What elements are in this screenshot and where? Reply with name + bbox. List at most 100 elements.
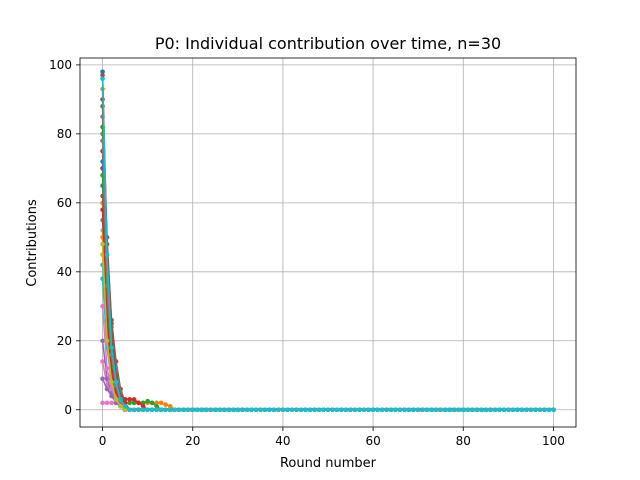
data-point [316, 407, 322, 413]
data-point [163, 407, 168, 413]
data-point [100, 376, 105, 382]
data-point [465, 407, 471, 413]
series-29 [100, 241, 556, 413]
data-point [433, 407, 439, 413]
series-1 [100, 69, 556, 413]
data-point [104, 252, 110, 257]
data-point [140, 404, 146, 409]
series-8 [100, 114, 556, 413]
series-9 [100, 228, 556, 413]
data-point [438, 407, 444, 413]
data-point [158, 400, 164, 406]
data-point [298, 407, 304, 413]
data-point [113, 379, 119, 385]
series-line [101, 106, 554, 411]
data-point [217, 407, 223, 413]
data-point [167, 404, 173, 409]
series-19 [100, 252, 556, 413]
data-point [100, 400, 105, 406]
data-point [140, 400, 146, 406]
data-point [528, 407, 534, 413]
data-point [334, 407, 340, 413]
data-point [109, 379, 114, 385]
data-point [194, 407, 200, 413]
series-26 [100, 193, 556, 413]
series-line [101, 185, 554, 411]
series-23 [100, 172, 556, 413]
series-line [101, 99, 554, 411]
data-point [285, 407, 290, 413]
series-line [101, 195, 554, 411]
data-point [100, 76, 105, 81]
data-point [483, 407, 489, 413]
series-30 [100, 76, 556, 413]
series-line [101, 220, 554, 411]
y-tick-label: 60 [57, 196, 72, 210]
series-22 [100, 235, 556, 413]
data-point [406, 407, 412, 413]
x-axis-label: Round number [280, 456, 377, 471]
data-point [118, 397, 123, 402]
series-6 [100, 72, 556, 413]
data-point [100, 72, 105, 78]
data-point [267, 407, 272, 413]
series-27 [100, 304, 556, 413]
data-point [533, 407, 538, 413]
plot-series [100, 69, 556, 413]
series-line [101, 361, 554, 411]
data-point [240, 407, 245, 413]
series-line [101, 264, 554, 411]
data-point [149, 400, 155, 406]
series-15 [100, 338, 556, 413]
data-point [339, 407, 344, 413]
data-point [226, 407, 232, 413]
series-24 [100, 207, 556, 413]
x-tick-label: 60 [365, 434, 380, 448]
series-line [101, 161, 554, 411]
axis-ticks: 0 20 40 60 80 100 0 20 40 60 80 100 [49, 58, 565, 448]
data-point [154, 407, 159, 413]
data-point [420, 407, 425, 413]
data-point [366, 407, 371, 413]
data-point [312, 407, 317, 413]
data-point [109, 393, 114, 399]
series-line [101, 306, 554, 411]
data-point [447, 407, 453, 413]
y-axis-label: Contributions [25, 199, 40, 287]
data-point [384, 407, 389, 413]
data-point [145, 407, 150, 413]
data-point [208, 407, 214, 413]
data-point [479, 407, 484, 413]
series-10 [100, 262, 556, 413]
data-point [501, 407, 507, 413]
data-point [104, 386, 110, 392]
data-point [375, 407, 380, 413]
series-line [101, 89, 554, 411]
data-point [163, 402, 168, 407]
data-point [492, 407, 498, 413]
data-point [176, 407, 182, 413]
data-point [131, 407, 137, 413]
data-point [370, 407, 376, 413]
data-point [100, 338, 105, 344]
data-point [190, 407, 196, 413]
data-point [325, 407, 331, 413]
data-point [122, 407, 128, 413]
y-tick-label: 20 [57, 334, 72, 348]
data-point [519, 407, 525, 413]
data-point [361, 407, 367, 413]
data-point [497, 407, 502, 413]
data-point [104, 366, 110, 371]
data-point [393, 407, 398, 413]
x-tick-label: 0 [99, 434, 107, 448]
series-line [101, 75, 554, 411]
data-point [100, 304, 105, 309]
data-point [451, 407, 457, 413]
data-point [167, 407, 173, 413]
data-point [100, 359, 105, 364]
y-tick-label: 80 [57, 127, 72, 141]
series-12 [100, 200, 556, 413]
data-point [104, 338, 110, 344]
data-point [411, 407, 416, 413]
series-13 [100, 124, 556, 413]
